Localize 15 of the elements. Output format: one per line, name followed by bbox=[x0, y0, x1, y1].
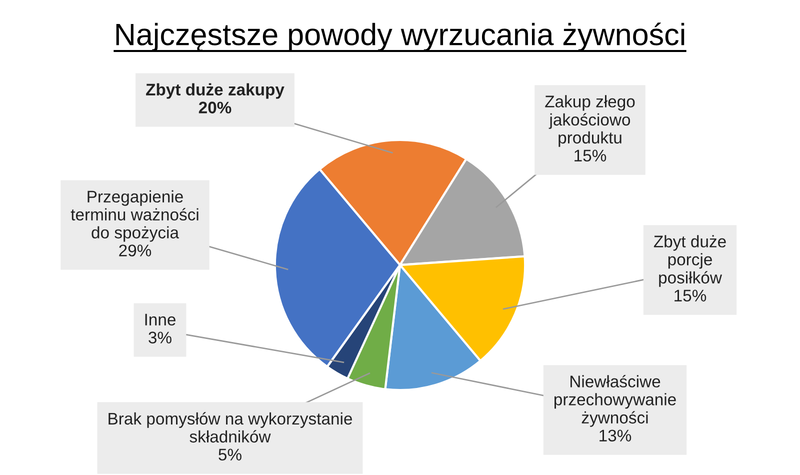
data-label: 29% bbox=[119, 244, 152, 256]
slice-label: Niewłaściwe przechowywanie żywności bbox=[554, 374, 676, 427]
data-label: 15% bbox=[574, 150, 606, 162]
slice-label: Przegapienie terminu ważności do spożycia bbox=[70, 190, 198, 242]
data-label: 13% bbox=[600, 430, 632, 442]
data-label: 5% bbox=[218, 448, 242, 461]
data-label: 20% bbox=[198, 102, 232, 114]
slice-label: Zbyt duże porcje posiłków bbox=[654, 235, 726, 287]
chart-title: Najczęstsze powody wyrzucania żywności bbox=[116, 22, 684, 52]
slice-label: Brak pomysłów na wykorzystanie składników bbox=[108, 412, 352, 443]
data-label: 15% bbox=[674, 290, 706, 302]
slice-label: Inne bbox=[145, 314, 176, 326]
slice-label: Zbyt duże zakupy bbox=[146, 83, 284, 99]
slice-label: Zakup złego jakościowo produktu bbox=[545, 95, 635, 147]
data-label: 3% bbox=[148, 332, 172, 344]
